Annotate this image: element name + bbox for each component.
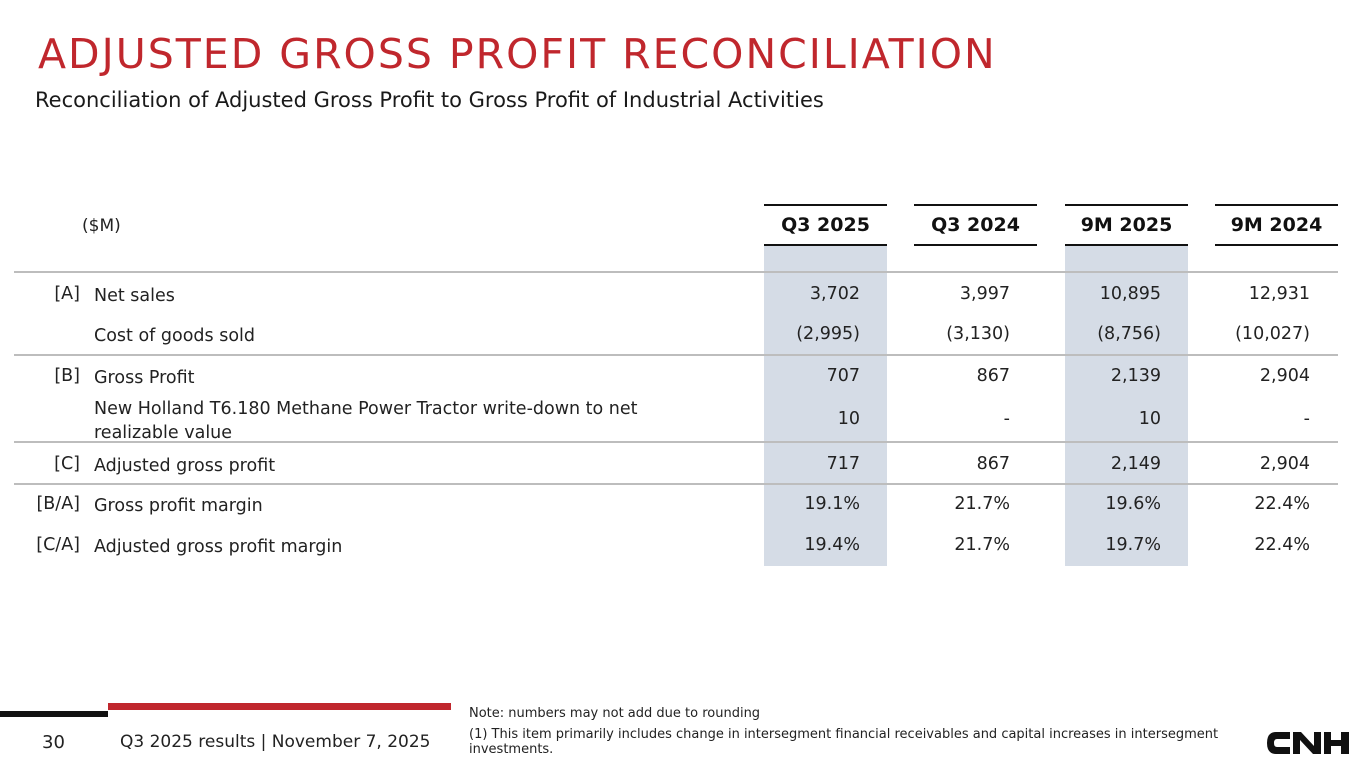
row-code: [B] [54,366,80,386]
row-code: [B/A] [36,494,80,514]
cell-q3-2024: 3,997 [959,284,1010,304]
column-header-q3-2025: Q3 2025 [764,204,887,246]
page-subtitle: Reconciliation of Adjusted Gross Profit … [35,88,824,112]
cnh-logo [1267,732,1349,754]
cell-9m-2025: 19.7% [1105,535,1161,555]
cell-q3-2025: (2,995) [796,324,860,344]
cell-9m-2024: 22.4% [1254,494,1310,514]
cell-9m-2025: 2,139 [1110,366,1161,386]
footer-accent-bar-black [0,711,108,717]
rounding-note: Note: numbers may not add due to roundin… [469,706,761,721]
row-code: [A] [54,284,80,304]
cell-9m-2024: 2,904 [1259,366,1310,386]
cell-9m-2025: 10 [1138,409,1161,429]
column-header-9m-2024: 9M 2024 [1215,204,1338,246]
footer-accent-bar-red [108,703,451,710]
column-highlight-q3-2025 [764,245,887,566]
cell-9m-2024: 22.4% [1254,535,1310,555]
cell-9m-2025: 19.6% [1105,494,1161,514]
cell-9m-2024: - [1303,409,1310,429]
cell-q3-2025: 19.4% [804,535,860,555]
cell-q3-2024: 21.7% [954,494,1010,514]
cell-9m-2024: 2,904 [1259,454,1310,474]
row-label: New Holland T6.180 Methane Power Tractor… [94,399,638,443]
cell-q3-2025: 10 [837,409,860,429]
table-divider [14,354,1338,356]
table-divider [14,483,1338,485]
row-label: Gross profit margin [94,496,263,516]
cell-q3-2024: 867 [976,454,1010,474]
cell-q3-2024: (3,130) [946,324,1010,344]
page-title: ADJUSTED GROSS PROFIT RECONCILIATION [38,30,997,78]
table-divider [14,271,1338,273]
cell-9m-2024: 12,931 [1248,284,1310,304]
row-code: [C] [54,454,80,474]
cell-q3-2024: 867 [976,366,1010,386]
unit-label: ($M) [82,216,121,236]
row-label: Cost of goods sold [94,326,256,346]
row-label: Adjusted gross profit margin [94,537,343,557]
cell-q3-2025: 19.1% [804,494,860,514]
cell-q3-2024: - [1003,409,1010,429]
cell-q3-2025: 717 [826,454,860,474]
cell-q3-2024: 21.7% [954,535,1010,555]
cell-9m-2025: (8,756) [1097,324,1161,344]
cell-q3-2025: 707 [826,366,860,386]
row-label: Gross Profit [94,368,195,388]
cell-9m-2025: 2,149 [1110,454,1161,474]
page-number: 30 [42,732,65,753]
cell-q3-2025: 3,702 [809,284,860,304]
row-code: [C/A] [36,535,80,555]
footnote: (1) This item primarily includes change … [469,727,1219,757]
row-label: Net sales [94,286,175,306]
column-header-q3-2024: Q3 2024 [914,204,1037,246]
footer-event: Q3 2025 results | November 7, 2025 [120,732,431,752]
row-label: Adjusted gross profit [94,456,276,476]
column-header-9m-2025: 9M 2025 [1065,204,1188,246]
cell-9m-2025: 10,895 [1099,284,1161,304]
column-highlight-9m-2025 [1065,245,1188,566]
cell-9m-2024: (10,027) [1235,324,1310,344]
table-divider [14,441,1338,443]
